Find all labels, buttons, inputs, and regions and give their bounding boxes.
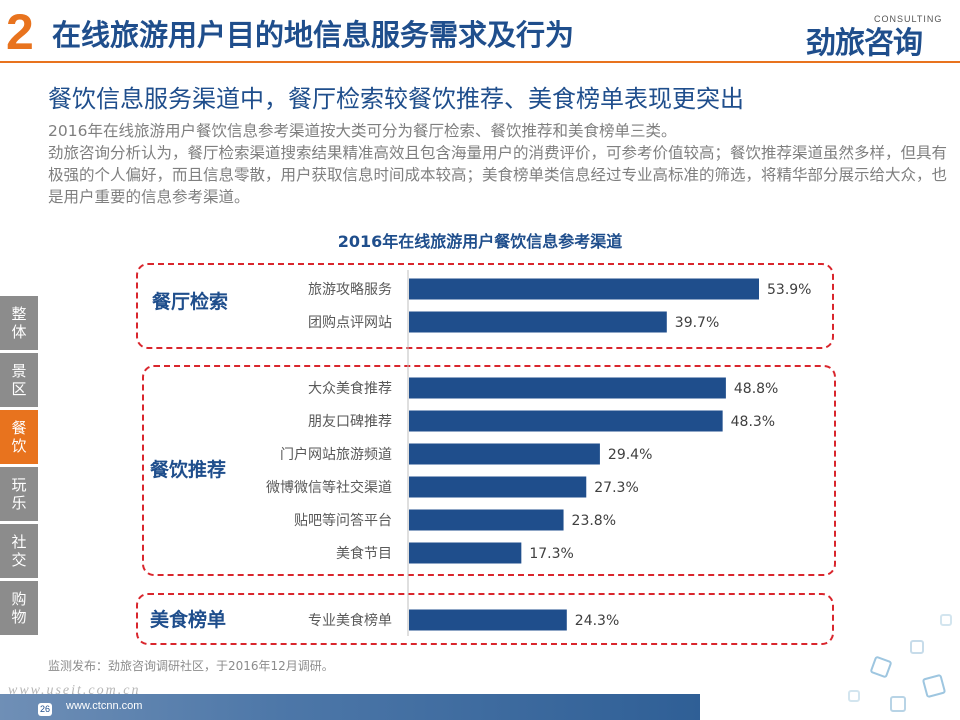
bar	[409, 410, 723, 432]
watermark: www.useit.com.cn	[8, 683, 141, 698]
bar	[409, 476, 587, 498]
category-label: 朋友口碑推荐	[308, 414, 392, 430]
data-label: 48.8%	[734, 381, 778, 397]
bar	[409, 443, 600, 465]
group-box-food-recommendation	[142, 365, 836, 576]
footer-bar	[0, 694, 700, 720]
bar	[409, 278, 759, 300]
group-label-restaurant-search: 餐厅检索	[152, 291, 229, 313]
side-tab-social[interactable]: 社 交	[0, 524, 38, 578]
side-tab-label: 餐	[11, 419, 27, 437]
logo-english-text: CONSULTING	[874, 14, 943, 24]
side-tab-label: 饮	[11, 437, 27, 455]
data-label: 27.3%	[594, 480, 638, 496]
side-tab-label: 景	[11, 362, 27, 380]
decorative-square	[910, 640, 924, 654]
data-label: 29.4%	[608, 447, 652, 463]
decorative-square	[940, 614, 952, 626]
data-label: 17.3%	[529, 546, 573, 562]
section-number: 2	[6, 4, 34, 60]
logo-chinese-text: 劲旅咨询	[806, 26, 923, 61]
subtitle: 餐饮信息服务渠道中，餐厅检索较餐饮推荐、美食榜单表现更突出	[48, 85, 744, 113]
bar	[409, 609, 567, 631]
body-paragraph-2: 劲旅咨询分析认为，餐厅检索渠道搜索结果精准高效且包含海量用户的消费评价，可参考价…	[48, 144, 948, 206]
page-title: 在线旅游用户目的地信息服务需求及行为	[52, 18, 575, 52]
source-note: 监测发布：劲旅咨询调研社区，于2016年12月调研。	[48, 659, 334, 673]
side-tab-entertainment[interactable]: 玩 乐	[0, 467, 38, 521]
side-tab-overall[interactable]: 整 体	[0, 296, 38, 350]
side-tab-label: 社	[11, 533, 27, 551]
group-box-food-rankings	[136, 593, 834, 645]
category-label: 门户网站旅游频道	[280, 446, 392, 463]
category-label: 大众美食推荐	[308, 380, 392, 397]
category-label: 美食节目	[336, 545, 392, 562]
side-tabs: 整 体 景 区 餐 饮 玩 乐 社 交 购 物	[0, 296, 38, 638]
body-text: 2016年在线旅游用户餐饮信息参考渠道按大类可分为餐厅检索、餐饮推荐和美食榜单三…	[48, 120, 948, 208]
side-tab-scenic[interactable]: 景 区	[0, 353, 38, 407]
group-label-food-recommendation: 餐饮推荐	[150, 459, 227, 481]
category-label: 团购点评网站	[308, 315, 392, 331]
footer-url[interactable]: www.ctcnn.com	[66, 700, 143, 712]
side-tab-label: 区	[11, 380, 27, 398]
bar	[409, 509, 564, 531]
page-number: 26	[38, 703, 52, 716]
side-tab-label: 玩	[11, 476, 27, 494]
body-paragraph-1: 2016年在线旅游用户餐饮信息参考渠道按大类可分为餐厅检索、餐饮推荐和美食榜单三…	[48, 122, 677, 140]
data-label: 48.3%	[731, 414, 775, 430]
decorative-square	[890, 696, 906, 712]
data-label: 53.9%	[767, 282, 811, 298]
side-tab-label: 购	[11, 590, 27, 608]
side-tab-label: 乐	[11, 494, 27, 512]
category-label: 旅游攻略服务	[308, 282, 392, 298]
bar	[409, 311, 667, 333]
side-tab-label: 物	[11, 608, 27, 626]
group-label-food-rankings: 美食榜单	[150, 609, 227, 631]
data-label: 39.7%	[675, 315, 719, 331]
data-label: 23.8%	[572, 513, 616, 529]
side-tab-label: 交	[11, 551, 27, 569]
category-label: 贴吧等问答平台	[294, 512, 392, 529]
side-tab-shopping[interactable]: 购 物	[0, 581, 38, 635]
category-label: 微博微信等社交渠道	[266, 479, 392, 496]
bar	[409, 377, 726, 399]
side-tab-label: 体	[11, 323, 27, 341]
category-label: 专业美食榜单	[308, 612, 392, 629]
brand-logo: CONSULTING 劲旅咨询	[806, 14, 941, 61]
group-box-restaurant-search	[136, 263, 834, 349]
header-divider	[0, 61, 960, 63]
bar	[409, 542, 522, 564]
decorative-square	[848, 690, 860, 702]
chart-title: 2016年在线旅游用户餐饮信息参考渠道	[337, 232, 623, 251]
side-tab-dining[interactable]: 餐 饮	[0, 410, 38, 464]
data-label: 24.3%	[575, 613, 619, 629]
side-tab-label: 整	[11, 305, 27, 323]
